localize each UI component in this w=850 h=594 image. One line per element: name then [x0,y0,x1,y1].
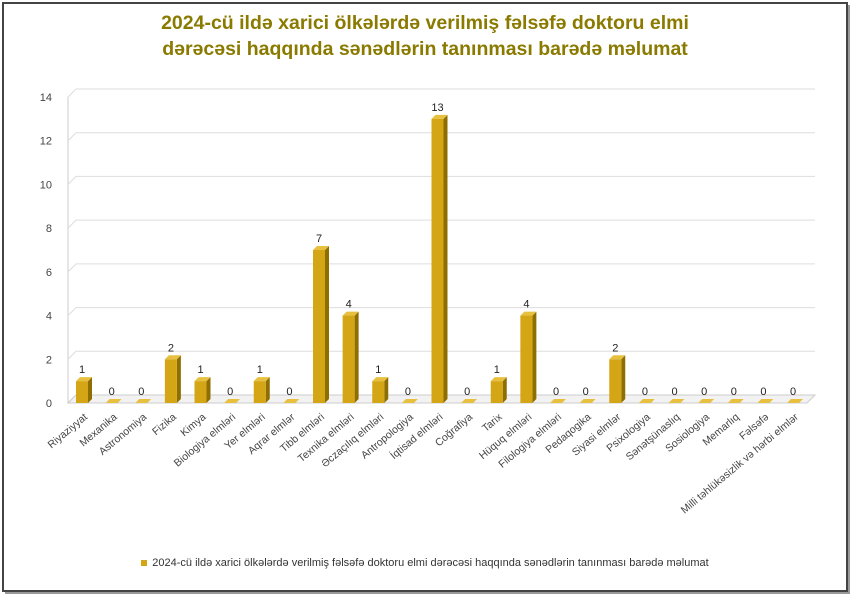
bar-top [668,399,685,403]
chart-title: 2024-cü ildə xarici ölkələrdə verilmiş f… [0,10,850,62]
bar [164,359,177,403]
bar-top [224,399,241,403]
bar-side [443,114,448,403]
bar [194,381,207,403]
data-label: 0 [405,386,411,398]
data-label: 4 [346,299,352,311]
bar-top [372,377,389,382]
y-tick-label: 10 [40,179,52,191]
bar-top [579,399,596,403]
bar [520,315,533,403]
data-label: 0 [109,386,115,398]
bar-side [176,355,181,403]
y-tick-label: 4 [46,311,52,323]
data-label: 0 [583,386,589,398]
bar [253,381,266,403]
bar [372,381,385,403]
y-tick-label: 6 [46,267,52,279]
bar [342,315,355,403]
bar [609,359,622,403]
bar-top [520,311,537,316]
bar-top [283,399,300,403]
bar-top [105,399,122,403]
bar-top [490,377,507,382]
bar-top [727,399,744,403]
data-label: 1 [494,364,500,376]
data-label: 0 [138,386,144,398]
bar-top [609,355,626,360]
gridline [67,350,815,360]
y-tick-label: 8 [46,223,52,235]
y-tick-label: 2 [46,354,52,366]
y-tick-label: 12 [40,136,52,148]
gridline [67,307,815,316]
gridline [67,263,815,273]
bar [431,118,444,403]
legend-label: 2024-cü ildə xarici ölkələrdə verilmiş f… [152,557,709,569]
data-label: 4 [523,299,529,311]
bar-side [502,377,507,403]
data-label: 0 [227,386,233,398]
bar-top [431,114,448,119]
title-line-1: 2024-cü ildə xarici ölkələrdə verilmiş f… [161,12,689,34]
data-label: 0 [701,386,707,398]
y-tick-label: 14 [40,92,52,104]
gridline [67,132,815,142]
bar-side [532,311,537,403]
data-label: 0 [464,386,470,398]
title-line-2: dərəcəsi haqqında sənədlərin tanınması b… [162,38,688,60]
data-label: 0 [642,386,648,398]
data-label: 0 [553,386,559,398]
data-label: 0 [790,386,796,398]
bar-side [265,377,270,403]
bar-top [313,246,329,250]
bar [490,381,503,403]
data-label: 1 [375,364,381,376]
bar-top [164,355,181,360]
data-label: 1 [197,364,203,376]
y-tick-label: 0 [46,398,52,410]
data-label: 0 [760,386,766,398]
bar-side [325,246,329,403]
bar-top [550,399,566,403]
bar-top [461,399,478,403]
bar-top [787,399,803,403]
bar-top [342,311,359,316]
data-label: 2 [168,342,174,354]
bar-top [638,399,655,403]
bar [76,381,88,403]
bar-side [354,311,359,403]
bar-side [206,377,211,403]
bar-top [194,377,211,382]
gridline [67,219,815,229]
bar-side [621,355,626,403]
data-label: 0 [731,386,737,398]
data-label: 0 [286,386,292,398]
bar-side [88,377,92,403]
bar-top [76,377,92,382]
data-label: 1 [257,364,263,376]
x-tick-label: Fizika [150,411,179,438]
gridline [67,88,815,98]
data-label: 2 [612,342,618,354]
data-label: 7 [316,233,322,245]
data-label: 0 [671,386,677,398]
data-label: 1 [79,364,85,376]
bar-top [401,399,418,403]
bar-top [757,399,774,403]
gridline [67,175,815,185]
data-label: 13 [431,102,443,114]
bar-top [253,377,270,382]
bar [313,250,325,403]
bar-top [698,399,715,403]
bar-top [135,399,152,403]
legend-swatch [141,560,148,567]
legend: 2024-cü ildə xarici ölkələrdə verilmiş f… [0,557,850,569]
bar-side [384,377,389,403]
